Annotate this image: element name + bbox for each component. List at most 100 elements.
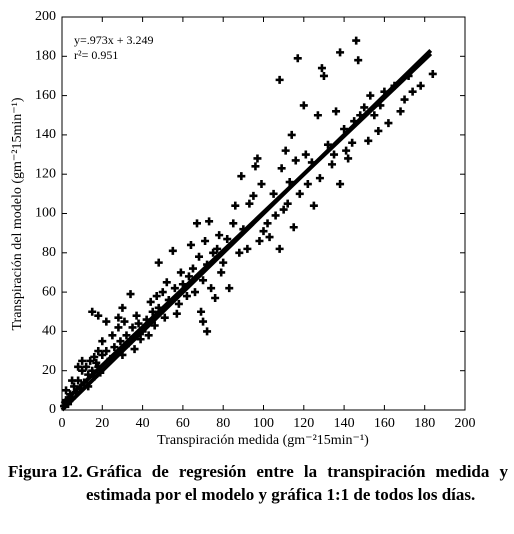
point (98, 350, 107, 359)
point (364, 136, 373, 145)
x-tick-label: 120 (293, 416, 314, 431)
point (279, 205, 288, 214)
point (374, 126, 383, 135)
point (182, 292, 191, 301)
point (122, 331, 131, 340)
point (120, 317, 129, 326)
point (366, 91, 375, 100)
x-tick-label: 200 (455, 416, 476, 431)
point (116, 337, 125, 346)
point (313, 111, 322, 120)
x-tick-label: 180 (414, 416, 435, 431)
point (340, 125, 349, 134)
caption-text: Gráfica de regresión entre la transpirac… (86, 462, 508, 504)
point (190, 288, 199, 297)
point (295, 189, 304, 198)
point (162, 278, 171, 287)
point (408, 87, 417, 96)
point (203, 327, 212, 336)
y-tick-label: 160 (35, 88, 56, 103)
point (384, 119, 393, 128)
y-tick-label: 60 (42, 284, 56, 299)
point (370, 111, 379, 120)
point (110, 343, 119, 352)
point (285, 178, 294, 187)
point (225, 284, 234, 293)
point (201, 237, 210, 246)
x-tick-label: 160 (374, 416, 395, 431)
point (283, 199, 292, 208)
point (299, 101, 308, 110)
x-tick-label: 140 (334, 416, 355, 431)
point (328, 160, 337, 169)
point (94, 347, 103, 356)
point (146, 297, 155, 306)
caption-label: Figura 12. (8, 462, 83, 481)
x-tick-label: 20 (95, 416, 109, 431)
point (269, 189, 278, 198)
point (243, 244, 252, 253)
point (301, 150, 310, 159)
y-tick-label: 120 (35, 166, 56, 181)
point (74, 362, 83, 371)
point (336, 180, 345, 189)
point (188, 264, 197, 273)
point (336, 48, 345, 57)
point (213, 244, 222, 253)
x-tick-label: 60 (176, 416, 190, 431)
point (184, 272, 193, 281)
point (219, 258, 228, 267)
point (193, 219, 202, 228)
point (344, 154, 353, 163)
point (330, 150, 339, 159)
point (342, 146, 351, 155)
point (94, 311, 103, 320)
point (168, 246, 177, 255)
point (130, 345, 139, 354)
point (259, 227, 268, 236)
point (245, 199, 254, 208)
point (323, 140, 332, 149)
point (289, 223, 298, 232)
point (68, 376, 77, 385)
point (78, 366, 87, 375)
point (78, 356, 87, 365)
point (263, 219, 272, 228)
point (315, 174, 324, 183)
point (348, 138, 357, 147)
point (90, 352, 99, 361)
point (126, 290, 135, 299)
point (223, 235, 232, 244)
point (102, 347, 111, 356)
point (354, 56, 363, 65)
point (360, 103, 369, 112)
point (158, 288, 167, 297)
x-axis-label: Transpiración medida (gm⁻²15min⁻¹) (157, 433, 369, 448)
point (352, 36, 361, 45)
point (207, 284, 216, 293)
point (108, 331, 117, 340)
point (148, 307, 157, 316)
point (70, 382, 79, 391)
point (160, 313, 169, 322)
x-tick-label: 40 (136, 416, 150, 431)
point (291, 156, 300, 165)
y-tick-label: 140 (35, 127, 56, 142)
point (152, 292, 161, 301)
x-tick-label: 0 (59, 416, 66, 431)
point (281, 146, 290, 155)
x-tick-label: 80 (216, 416, 230, 431)
point (265, 233, 274, 242)
point (144, 331, 153, 340)
point (170, 284, 179, 293)
point (172, 309, 181, 318)
point (416, 81, 425, 90)
point (293, 54, 302, 63)
point (217, 268, 226, 277)
annotation: r²= 0.951 (74, 48, 118, 62)
point (114, 313, 123, 322)
point (303, 180, 312, 189)
point (255, 237, 264, 246)
chart: Transpiración medida (gm⁻²15min⁻¹) Trans… (10, 9, 476, 448)
